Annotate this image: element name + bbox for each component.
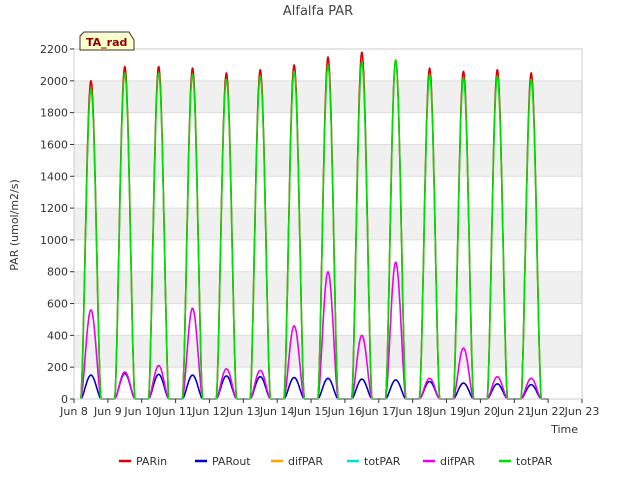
x-tick-label: Jun 9	[93, 405, 122, 418]
y-axis-ticks: 0 200 400 600 800 1000 1200 1400 1600 1800 2000 220…	[40, 43, 74, 406]
y-tick-label: 1200	[40, 202, 68, 215]
x-tick-label: Jun 19	[428, 405, 464, 418]
x-axis-label: Time	[550, 423, 578, 436]
background-band	[74, 80, 582, 113]
background-band	[74, 208, 582, 240]
legend-label: PARout	[212, 455, 251, 468]
background-bands	[74, 80, 582, 368]
x-tick-label: Jun 21	[496, 405, 532, 418]
background-band	[74, 144, 582, 177]
plot-frame	[73, 48, 583, 400]
legend-label: totPAR	[364, 455, 401, 468]
badge-label: TA_rad	[86, 36, 127, 49]
y-tick-label: 1400	[40, 170, 68, 183]
y-axis-label: PAR (umol/m2/s)	[8, 179, 21, 271]
ta-rad-badge: TA_rad	[79, 31, 135, 51]
y-tick-label: 1800	[40, 107, 68, 120]
y-tick-label: 2000	[40, 75, 68, 88]
legend-label: totPAR	[516, 455, 553, 468]
background-band	[74, 271, 582, 304]
y-tick-label: 0	[61, 393, 68, 406]
x-tick-label: Jun 8	[59, 405, 88, 418]
x-tick-label: Jun 15	[293, 405, 329, 418]
legend: PARin PARout difPAR totPAR difPAR totPAR	[119, 455, 553, 468]
x-tick-label: Jun 11	[157, 405, 193, 418]
x-tick-label: Jun 13	[225, 405, 261, 418]
x-tick-label: Jun 23	[564, 405, 600, 418]
chart-title: Alfalfa PAR	[283, 4, 353, 19]
y-tick-label: 200	[47, 361, 68, 374]
legend-label: difPAR	[288, 455, 323, 468]
x-tick-label: Jun 18	[394, 405, 430, 418]
background-band	[74, 335, 582, 368]
legend-label: PARin	[136, 455, 167, 468]
x-tick-label: Jun 12	[191, 405, 227, 418]
y-tick-label: 1000	[40, 234, 68, 247]
y-tick-label: 1600	[40, 138, 68, 151]
badge-background	[79, 31, 135, 51]
x-tick-label: Jun 17	[360, 405, 396, 418]
y-tick-label: 600	[47, 298, 68, 311]
x-tick-label: Jun 20	[462, 405, 498, 418]
x-tick-label: Jun 14	[259, 405, 295, 418]
grid-lines	[74, 48, 582, 400]
x-axis-ticks: Jun 8 Jun 9 Jun 10 Jun 11 Jun 12 Jun 13 Jun 14…	[59, 399, 599, 418]
y-tick-label: 2200	[40, 43, 68, 56]
y-tick-label: 400	[47, 329, 68, 342]
x-tick-label: Jun 10	[123, 405, 159, 418]
y-tick-label: 800	[47, 266, 68, 279]
legend-label: difPAR	[440, 455, 475, 468]
x-tick-label: Jun 16	[327, 405, 363, 418]
x-tick-label: Jun 22	[530, 405, 566, 418]
